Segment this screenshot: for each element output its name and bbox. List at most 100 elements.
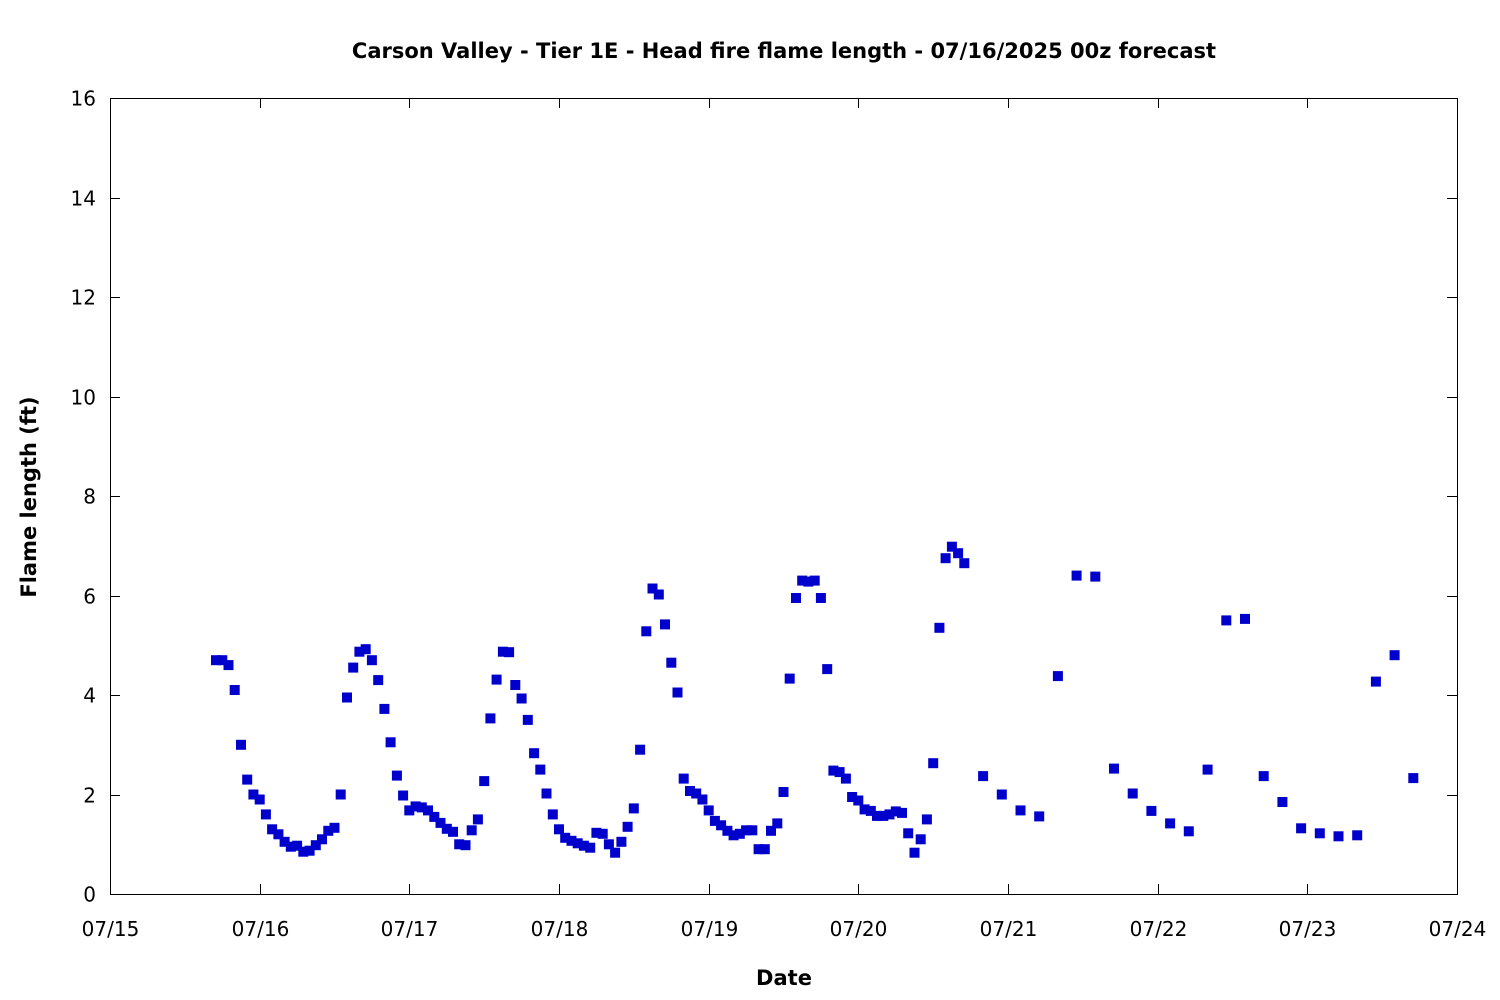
data-point: [310, 840, 321, 851]
data-point: [741, 825, 752, 836]
data-point: [323, 825, 334, 836]
data-point: [890, 806, 901, 817]
data-point: [1090, 571, 1101, 582]
data-point: [797, 575, 808, 586]
data-point: [547, 809, 558, 820]
data-point: [298, 846, 309, 857]
data-point: [766, 825, 776, 836]
data-point: [828, 765, 839, 776]
x-tick-label: 07/18: [531, 917, 589, 941]
data-point: [554, 824, 564, 835]
data-point: [279, 836, 290, 847]
data-point: [391, 770, 402, 781]
data-point: [660, 619, 670, 630]
data-point: [928, 758, 939, 769]
x-tick-label: 07/19: [681, 917, 739, 941]
data-point: [946, 541, 957, 552]
data-point: [260, 809, 271, 820]
data-point: [348, 662, 359, 673]
data-point: [1146, 805, 1157, 816]
data-point: [597, 828, 608, 839]
data-point: [329, 822, 340, 833]
data-point: [865, 805, 876, 816]
data-point: [416, 802, 427, 813]
data-point: [217, 655, 228, 666]
data-point: [1352, 830, 1363, 841]
x-axis-label: Date: [756, 966, 812, 990]
data-point: [472, 814, 483, 825]
data-point: [834, 767, 845, 778]
data-point: [522, 714, 533, 725]
data-point: [722, 825, 733, 836]
data-point: [1183, 826, 1194, 837]
data-point: [959, 558, 970, 569]
data-point: [859, 804, 870, 815]
plot-frame: [110, 98, 1458, 895]
x-tick-label: 07/16: [232, 917, 290, 941]
data-point: [1333, 831, 1344, 842]
data-point: [410, 801, 421, 812]
data-point: [610, 847, 621, 858]
data-point: [273, 829, 284, 840]
data-point: [360, 644, 371, 655]
data-point: [591, 827, 602, 838]
data-point: [342, 692, 352, 703]
data-point: [429, 811, 440, 822]
data-point: [1127, 788, 1138, 799]
y-tick-label: 14: [71, 187, 96, 211]
data-point: [1071, 570, 1082, 581]
data-point: [423, 805, 433, 816]
x-tick-label: 07/23: [1279, 917, 1337, 941]
data-point: [1015, 805, 1026, 816]
data-point: [304, 845, 315, 856]
data-point: [379, 703, 390, 714]
data-point: [398, 790, 409, 801]
y-tick-label: 12: [71, 286, 96, 310]
data-point: [1052, 671, 1063, 682]
data-point: [560, 832, 571, 843]
data-point: [709, 815, 720, 826]
data-point: [678, 773, 689, 784]
data-point: [940, 553, 951, 564]
data-point: [934, 622, 945, 633]
data-point: [497, 646, 508, 657]
data-point: [516, 693, 527, 704]
data-point: [1277, 797, 1288, 807]
data-point: [441, 823, 452, 834]
y-tick-label: 4: [83, 684, 96, 708]
data-point: [897, 807, 907, 818]
data-point: [915, 834, 926, 845]
data-point: [628, 803, 639, 814]
data-point: [566, 835, 577, 846]
y-axis-label: Flame length (ft): [17, 396, 41, 597]
data-point: [753, 844, 764, 855]
data-point: [672, 687, 683, 698]
data-point: [223, 660, 234, 671]
data-point: [267, 824, 278, 835]
data-point: [1221, 615, 1232, 626]
data-point: [1314, 828, 1325, 839]
data-point: [978, 771, 989, 782]
x-tick-label: 07/20: [830, 917, 888, 941]
data-point: [242, 774, 253, 785]
data-point: [603, 839, 614, 850]
data-point: [747, 825, 758, 836]
data-point: [479, 776, 490, 787]
data-point: [1258, 771, 1269, 782]
x-tick-label: 07/22: [1130, 917, 1188, 941]
data-point: [229, 685, 240, 695]
data-point: [641, 626, 652, 637]
data-point: [236, 739, 246, 750]
data-point: [1109, 763, 1119, 774]
data-point: [435, 817, 446, 828]
data-point: [1202, 764, 1213, 775]
data-point: [366, 655, 377, 666]
data-point: [691, 788, 702, 799]
data-point: [1165, 818, 1176, 829]
data-point: [716, 820, 727, 831]
data-point: [254, 794, 265, 805]
data-point: [585, 842, 596, 853]
data-point: [884, 809, 895, 820]
y-tick-label: 0: [83, 883, 96, 907]
data-point: [903, 828, 914, 839]
